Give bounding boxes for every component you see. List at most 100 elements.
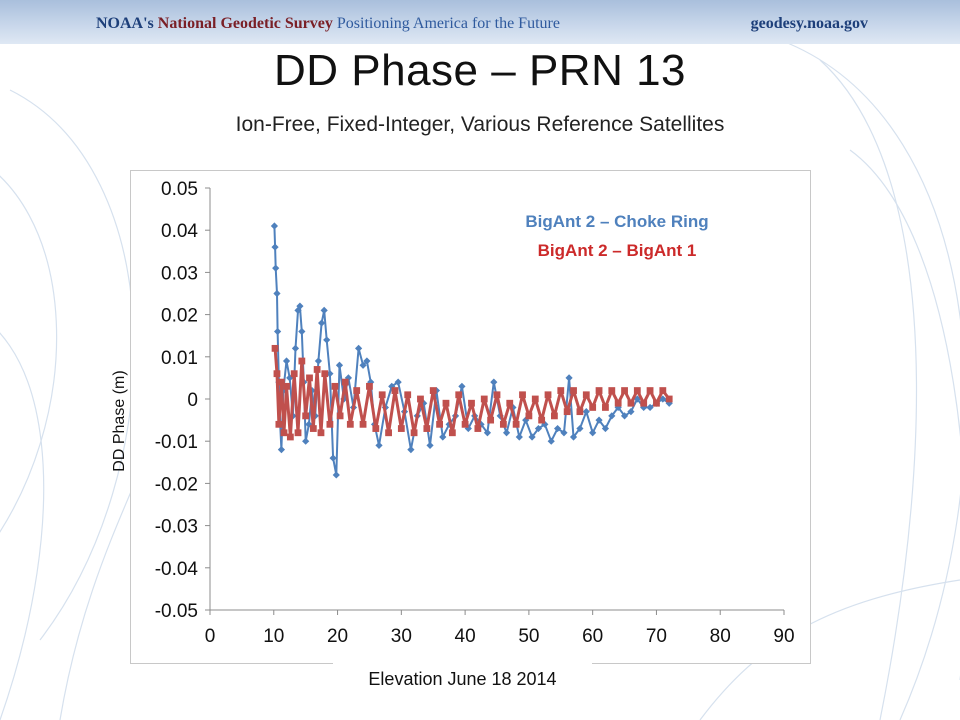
data-point-bigant1 <box>273 370 281 378</box>
x-tick-label: 30 <box>391 626 412 647</box>
x-tick-label: 40 <box>455 626 476 647</box>
data-point-bigant1 <box>442 399 450 407</box>
data-point-choke-ring <box>553 424 562 433</box>
data-point-bigant1 <box>576 408 584 416</box>
y-tick-label: 0 <box>187 390 198 411</box>
x-tick-label: 90 <box>773 626 794 647</box>
data-point-choke-ring <box>458 382 466 390</box>
data-point-choke-ring <box>272 264 280 272</box>
data-point-choke-ring <box>394 378 402 386</box>
data-point-choke-ring <box>483 429 492 437</box>
data-point-bigant1 <box>468 399 475 407</box>
data-point-choke-ring <box>318 319 326 327</box>
data-point-bigant1 <box>659 387 667 394</box>
data-point-choke-ring <box>627 408 635 416</box>
data-point-bigant1 <box>640 399 648 407</box>
x-axis-label: Elevation June 18 2014 <box>333 662 592 696</box>
data-point-bigant1 <box>633 387 641 394</box>
data-point-choke-ring <box>359 361 367 369</box>
slide-title: DD Phase – PRN 13 <box>273 46 687 95</box>
legend-bigant1: BigAnt 2 – BigAnt 1 <box>538 241 697 260</box>
data-point-choke-ring <box>534 424 543 433</box>
data-point-choke-ring <box>302 437 310 445</box>
data-point-choke-ring <box>274 327 282 336</box>
data-point-choke-ring <box>277 446 286 454</box>
header-tagline: Positioning America for the Future <box>336 15 560 32</box>
data-point-choke-ring <box>490 378 498 386</box>
data-point-bigant1 <box>551 412 558 420</box>
data-point-bigant1 <box>436 420 443 428</box>
data-point-bigant1 <box>286 433 294 441</box>
data-point-bigant1 <box>570 387 577 394</box>
data-point-choke-ring <box>420 399 428 407</box>
data-point-choke-ring <box>576 424 584 433</box>
data-point-choke-ring <box>608 412 616 420</box>
data-point-choke-ring <box>522 416 530 424</box>
data-point-bigant1 <box>326 420 334 428</box>
data-point-bigant1 <box>372 425 380 432</box>
data-point-choke-ring <box>665 399 673 407</box>
data-point-choke-ring <box>296 302 304 310</box>
data-point-bigant1 <box>608 387 616 394</box>
chart-frame <box>130 170 811 664</box>
y-tick-label: -0.02 <box>155 474 198 495</box>
data-point-bigant1 <box>563 408 571 416</box>
data-point-choke-ring <box>439 433 447 441</box>
data-point-bigant1 <box>306 374 313 382</box>
data-point-bigant1 <box>397 425 405 432</box>
data-point-bigant1 <box>275 420 283 428</box>
data-point-choke-ring <box>646 403 654 412</box>
y-axis-label: DD Phase (m) <box>111 370 128 471</box>
data-point-choke-ring <box>601 424 610 433</box>
data-point-bigant1 <box>602 404 609 411</box>
data-point-choke-ring <box>335 361 344 369</box>
data-point-bigant1 <box>366 382 373 390</box>
data-point-choke-ring <box>282 357 291 365</box>
data-point-bigant1 <box>448 429 456 437</box>
data-point-bigant1 <box>336 412 344 420</box>
data-point-bigant1 <box>455 391 463 399</box>
data-point-choke-ring <box>589 429 597 437</box>
data-point-bigant1 <box>506 399 514 407</box>
x-tick-label: 20 <box>327 626 348 647</box>
data-point-choke-ring <box>547 437 555 445</box>
x-tick-label: 60 <box>582 626 603 647</box>
data-point-choke-ring <box>270 222 279 230</box>
data-point-bigant1 <box>646 387 654 394</box>
data-point-bigant1 <box>321 370 329 378</box>
data-point-bigant1 <box>359 420 367 428</box>
data-point-bigant1 <box>493 391 501 399</box>
series-line-choke-ring <box>273 225 670 476</box>
data-point-bigant1 <box>417 395 424 403</box>
data-point-bigant1 <box>525 412 533 420</box>
data-point-bigant1 <box>627 399 635 407</box>
y-tick-label: 0.01 <box>161 348 198 369</box>
data-point-bigant1 <box>544 391 552 399</box>
data-point-bigant1 <box>378 391 386 399</box>
data-point-bigant1 <box>290 370 298 378</box>
data-point-bigant1 <box>595 387 603 394</box>
data-point-choke-ring <box>502 429 511 437</box>
data-point-choke-ring <box>355 344 363 352</box>
data-point-bigant1 <box>499 420 507 428</box>
data-point-choke-ring <box>426 441 434 450</box>
data-point-bigant1 <box>474 425 482 432</box>
data-point-bigant1 <box>538 416 546 424</box>
data-point-bigant1 <box>621 387 628 394</box>
data-point-bigant1 <box>653 399 660 407</box>
data-point-bigant1 <box>512 420 520 428</box>
data-point-bigant1 <box>557 387 565 394</box>
y-tick-label: 0.02 <box>161 306 198 327</box>
y-tick-label: 0.05 <box>161 179 198 200</box>
header-branding: NOAA's National Geodetic Survey Position… <box>96 15 560 33</box>
slide-subtitle: Ion-Free, Fixed-Integer, Various Referen… <box>235 113 725 136</box>
data-point-bigant1 <box>302 412 310 420</box>
data-point-bigant1 <box>531 395 539 403</box>
data-point-choke-ring <box>582 408 590 416</box>
data-point-bigant1 <box>385 429 392 437</box>
data-point-choke-ring <box>464 424 472 433</box>
data-point-bigant1 <box>271 344 279 352</box>
data-point-bigant1 <box>280 429 288 437</box>
data-point-bigant1 <box>410 429 418 437</box>
